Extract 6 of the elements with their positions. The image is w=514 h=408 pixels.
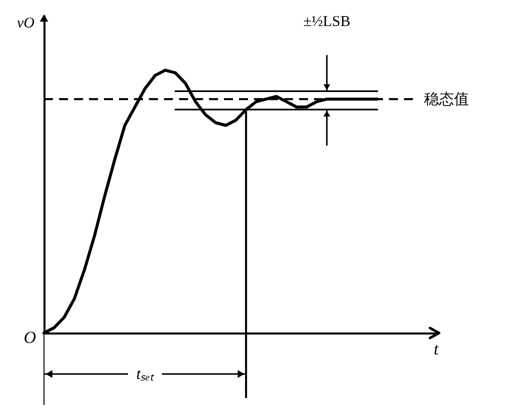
ref-line-label: 稳态值 [424, 90, 469, 108]
text: tₛₑₜ [136, 366, 155, 383]
y-axis-title: vO [17, 16, 35, 32]
text: O [24, 328, 36, 347]
x-axis-title: t [434, 340, 440, 358]
text: ±½LSB [303, 14, 350, 30]
